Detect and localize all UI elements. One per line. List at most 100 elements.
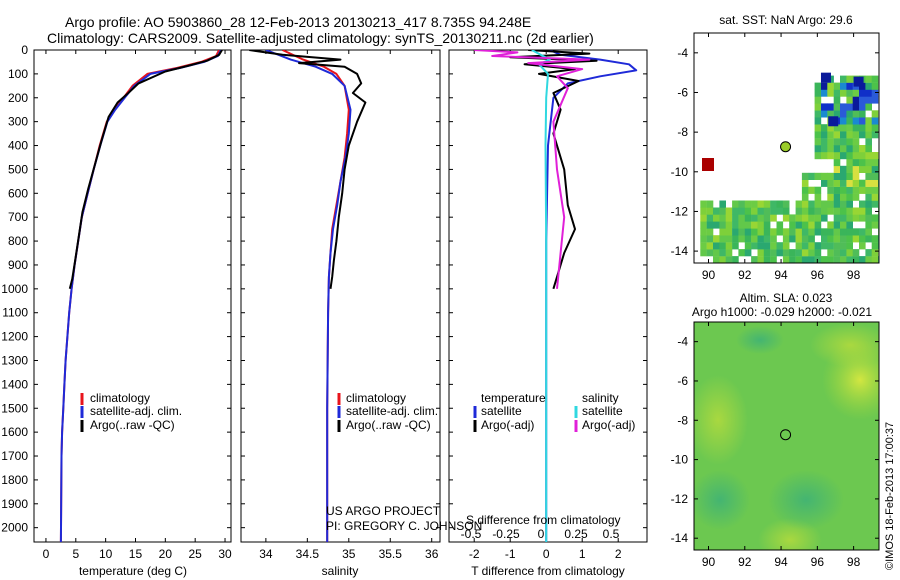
sst-cell <box>865 89 872 97</box>
sst-cell <box>846 138 853 146</box>
sst-cell <box>821 152 828 160</box>
sst-cell <box>833 165 841 173</box>
sst-cell <box>859 256 866 263</box>
sst-cell <box>814 207 822 215</box>
sst-cell <box>840 82 847 90</box>
sst-cell <box>719 228 726 236</box>
sst-cell <box>713 235 720 243</box>
sst-cell <box>840 75 847 83</box>
sst-cell <box>821 131 828 139</box>
sst-cell <box>713 221 720 229</box>
sst-cell <box>865 82 872 90</box>
sst-cell <box>833 172 841 180</box>
sst-cell <box>871 179 879 187</box>
sst-cell <box>801 214 809 222</box>
sst-cell <box>782 256 790 263</box>
sst-cell <box>706 249 714 257</box>
sst-cell <box>795 221 803 229</box>
sst-cell-cold <box>853 76 864 87</box>
sst-cell <box>865 193 872 201</box>
sst-cell <box>852 152 860 160</box>
map-y-tick-label: -12 <box>671 204 689 218</box>
sst-cell <box>840 131 847 139</box>
sst-cell <box>846 89 853 97</box>
map-y-tick-label: -6 <box>677 85 688 99</box>
sst-cell <box>757 249 765 257</box>
sst-cell <box>757 207 765 215</box>
sst-cell <box>846 124 853 132</box>
sst-cell <box>757 200 765 208</box>
sst-cell <box>763 228 771 236</box>
x-tick-label: 20 <box>159 547 173 561</box>
map-x-tick-label: 96 <box>811 555 825 569</box>
sst-cell <box>865 124 872 132</box>
sst-cell <box>833 235 841 243</box>
sst-cell <box>852 249 860 257</box>
sst-cell <box>814 145 822 153</box>
sst-cell <box>713 249 720 257</box>
sst-cell <box>827 193 834 201</box>
sst-cell <box>865 172 872 180</box>
map-x-tick-label: 96 <box>811 268 825 282</box>
sst-cell <box>871 193 879 201</box>
sst-cell <box>833 249 841 257</box>
sst-cell <box>700 242 707 250</box>
sst-cell <box>871 89 879 97</box>
sst-cell <box>865 75 872 83</box>
sla-map-title: Altim. SLA: 0.023 <box>740 291 833 305</box>
sst-cell <box>871 124 879 132</box>
sst-cell <box>763 200 771 208</box>
sst-cell <box>751 214 758 222</box>
sst-cell <box>871 172 879 180</box>
legend-label-satellite: satellite-adj. clim. <box>90 404 182 418</box>
sst-cell <box>852 214 860 222</box>
sst-cell <box>814 103 822 111</box>
sst-cell <box>763 235 771 243</box>
salinity-plot-frame <box>240 49 441 543</box>
s-diff-tick-label: 0.5 <box>603 527 620 541</box>
sst-cell <box>719 221 726 229</box>
sst-cell <box>732 228 739 236</box>
sst-cell <box>814 214 822 222</box>
sst-cell <box>852 89 860 97</box>
sst-cell <box>725 214 733 222</box>
depth-tick-label: 100 <box>8 67 28 81</box>
sst-cell <box>852 131 860 139</box>
figure-title-line2: Climatology: CARS2009. Satellite-adjuste… <box>47 30 594 46</box>
sst-cell <box>782 235 790 243</box>
sst-cell <box>801 249 809 257</box>
sst-cell <box>852 103 860 111</box>
sst-cell <box>770 242 777 250</box>
sst-cell <box>833 256 841 263</box>
sst-cell <box>840 152 847 160</box>
sst-cell <box>700 207 707 215</box>
sst-cell <box>846 96 853 104</box>
sst-cell <box>859 103 866 111</box>
map-y-tick-label: -10 <box>671 453 689 467</box>
sst-cell <box>840 214 847 222</box>
sst-cell <box>833 200 841 208</box>
depth-tick-label: 800 <box>8 234 28 248</box>
series-line-argo-raw-qc- <box>68 50 223 290</box>
sst-cell <box>833 145 841 153</box>
sst-cell <box>821 207 828 215</box>
legend-label-t-argo: Argo(-adj) <box>481 418 534 432</box>
map-y-tick-label: -4 <box>677 335 688 349</box>
sst-cell <box>840 103 847 111</box>
sst-cell <box>865 228 872 236</box>
sst-cell <box>706 207 714 215</box>
sst-cell <box>821 179 828 187</box>
sst-cell <box>827 110 834 118</box>
map-y-tick-label: -6 <box>677 374 688 388</box>
sst-cell <box>732 214 739 222</box>
sst-cell <box>700 235 707 243</box>
sst-cell <box>859 165 866 173</box>
sst-cell <box>859 200 866 208</box>
x-tick-label: 34.5 <box>296 547 320 561</box>
depth-tick-label: 200 <box>8 91 28 105</box>
sst-cell <box>871 249 879 257</box>
map-y-tick-label: -8 <box>677 125 688 139</box>
sst-cell <box>846 221 853 229</box>
sst-cell <box>700 249 707 257</box>
sst-cell <box>852 193 860 201</box>
